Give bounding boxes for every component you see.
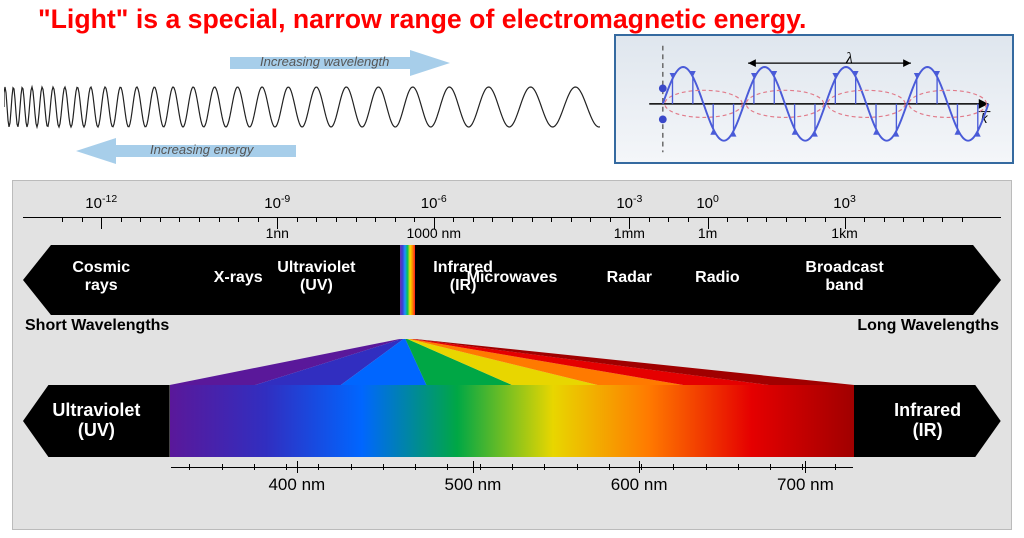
spectrum-panel: 10-12 10-9 1nn 10-6 1000 nm 10-3 1mm 100 1m 103 1k… [12,180,1012,530]
scale-exp-3: 10-3 [616,193,642,212]
em-wave-panel: k λ [614,34,1014,164]
chirp-wave-icon [4,80,600,134]
scale-exp-5: 103 [833,193,856,212]
expansion-cone [23,339,1001,385]
band-label-5: Radar [607,269,652,287]
scale-unit-3: 1mm [614,225,645,241]
band-label-0: Cosmicrays [72,259,130,294]
wave-diagram: Increasing wavelength Increasing energy [0,40,604,170]
wavelength-labels-row: Short Wavelengths Long Wavelengths [23,317,1001,339]
band-label-7: Broadcastband [805,259,883,294]
band-label-4: Infrared(IR) [433,259,493,294]
uv-label-line1: Ultraviolet [52,400,140,420]
label-increasing-wavelength: Increasing wavelength [260,54,389,69]
em-wave-icon: k [616,36,1012,162]
ir-end-cap: Infrared (IR) [854,385,1001,457]
band-label-6: Radio [695,269,739,287]
scale-unit-2: 1000 nm [407,225,461,241]
wavelength-scale: 10-12 10-9 1nn 10-6 1000 nm 10-3 1mm 100 1m 103 1k… [23,187,1001,245]
em-band: CosmicraysX-raysUltraviolet(UV)Microwave… [23,245,1001,315]
scale-exp-4: 100 [696,193,719,212]
lambda-symbol: λ [846,50,853,68]
nm-label-2: 600 nm [611,475,668,495]
scale-exp-0: 10-12 [85,193,117,212]
uv-label-line2: (UV) [78,420,115,440]
band-label-2: Ultraviolet(UV) [277,259,355,294]
nm-label-1: 500 nm [445,475,502,495]
page-root: "Light" is a special, narrow range of el… [0,0,1024,538]
long-wavelengths-label: Long Wavelengths [857,317,999,335]
visible-spectrum-row: Ultraviolet (UV) Infrared (IR) [23,385,1001,457]
band-label-1: X-rays [214,269,263,287]
nm-label-0: 400 nm [268,475,325,495]
label-increasing-energy: Increasing energy [150,142,253,157]
scale-unit-1: 1nn [266,225,289,241]
ir-label-line2: (IR) [913,420,943,440]
visible-gradient [170,385,855,457]
short-wavelengths-label: Short Wavelengths [25,317,169,335]
scale-exp-1: 10-9 [264,193,290,212]
nm-label-3: 700 nm [777,475,834,495]
uv-end-cap: Ultraviolet (UV) [23,385,170,457]
ir-label-line1: Infrared [894,400,961,420]
scale-unit-4: 1m [698,225,717,241]
scale-exp-2: 10-6 [421,193,447,212]
scale-unit-5: 1km [831,225,857,241]
nm-scale: 400 nm 500 nm 600 nm 700 nm [23,457,1001,503]
page-title: "Light" is a special, narrow range of el… [38,4,806,35]
